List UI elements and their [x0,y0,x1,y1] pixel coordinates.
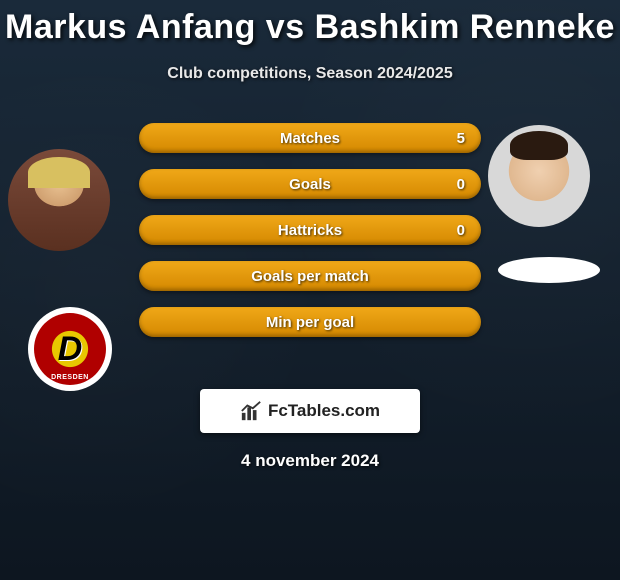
stat-bar: Goals 0 [139,169,481,199]
page-title: Markus Anfang vs Bashkim Renneke [0,0,620,47]
club-left-badge: D DRESDEN [28,307,112,391]
content: Markus Anfang vs Bashkim Renneke Club co… [0,0,620,580]
player-right-avatar [488,125,590,227]
stat-bar: Matches 5 [139,123,481,153]
stat-bar: Min per goal [139,307,481,337]
stat-label: Matches [280,130,340,147]
club-left-letter: D [58,330,83,369]
player-left-avatar [8,149,110,251]
stat-label: Min per goal [266,314,354,331]
brand-badge: FcTables.com [200,389,420,433]
stat-label: Goals per match [251,268,369,285]
stat-value-right: 5 [457,130,465,147]
club-right-badge [498,257,600,283]
comparison-panel: D DRESDEN Matches 5 Goals 0 Hattricks 0 … [0,123,620,471]
stat-label: Hattricks [278,222,342,239]
bar-chart-icon [240,400,262,422]
brand-text: FcTables.com [268,401,380,421]
stat-value-right: 0 [457,176,465,193]
club-left-badge-inner: D DRESDEN [34,313,106,385]
stat-bar: Goals per match [139,261,481,291]
date-text: 4 november 2024 [0,451,620,471]
stat-bars: Matches 5 Goals 0 Hattricks 0 Goals per … [139,123,481,337]
stat-bar: Hattricks 0 [139,215,481,245]
subtitle: Club competitions, Season 2024/2025 [0,65,620,83]
player-right-face-icon [488,125,590,227]
club-left-name: DRESDEN [34,374,106,381]
stat-label: Goals [289,176,331,193]
player-left-face-icon [8,149,110,251]
stat-value-right: 0 [457,222,465,239]
